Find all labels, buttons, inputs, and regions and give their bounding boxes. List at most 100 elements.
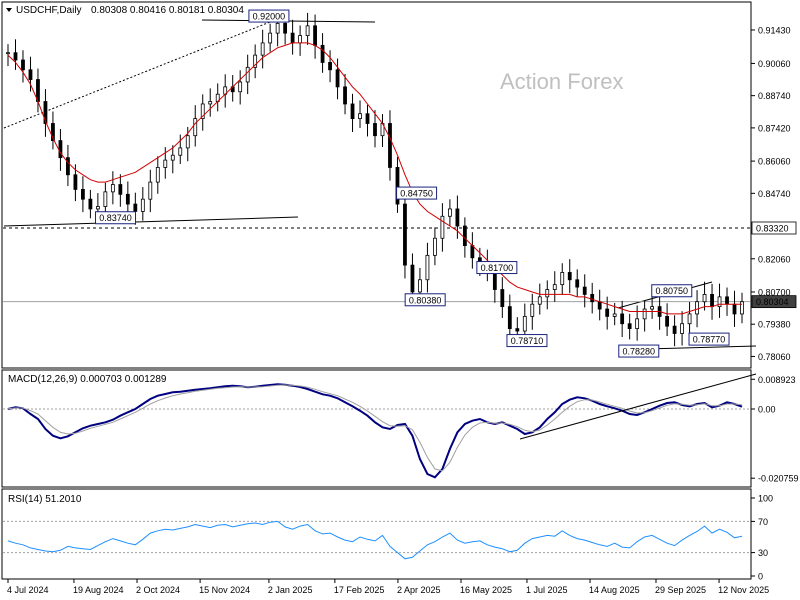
- rsi-axis: 100 70 30 0: [751, 494, 773, 582]
- rsi-label: RSI(14) 51.2010: [8, 494, 82, 505]
- candle-body: [470, 245, 475, 259]
- candle-body: [313, 25, 317, 46]
- candle-body: [462, 225, 467, 246]
- annotation-text: 0.78280: [623, 347, 656, 357]
- candle-body: [717, 296, 722, 308]
- time-tick-label: 14 Aug 2025: [589, 585, 640, 595]
- moving-average: [7, 42, 742, 315]
- candle-body: [238, 81, 243, 93]
- candle-body: [388, 123, 392, 168]
- rsi-line: [7, 520, 743, 560]
- candle-body: [103, 191, 108, 207]
- annotation-box: [506, 334, 548, 348]
- macd-axis: 0.008923 0.00 -0.020759: [751, 375, 799, 484]
- annotation-text: 0.92000: [253, 12, 286, 22]
- candle-body: [403, 203, 407, 266]
- candle-body: [522, 315, 527, 332]
- annotation-text: 0.80750: [655, 286, 688, 296]
- annotation-text: 0.81700: [481, 263, 514, 273]
- candle-body: [537, 296, 542, 305]
- candle-body: [440, 215, 445, 239]
- annotation-text: 0.78770: [693, 335, 726, 345]
- price-panel-frame: [1, 1, 752, 369]
- time-tick-label: 2 Jan 2025: [268, 585, 313, 595]
- candle-body: [28, 69, 33, 80]
- candle-body: [545, 289, 550, 298]
- time-tick-label: 17 Feb 2025: [334, 585, 385, 595]
- candle-body: [43, 101, 48, 124]
- candle-body: [80, 189, 85, 200]
- candle-body: [268, 32, 273, 44]
- candle-body: [118, 184, 123, 195]
- candle-body: [163, 159, 168, 168]
- price-annotation: 0.92000: [248, 9, 290, 23]
- time-tick-label: 1 Jul 2025: [526, 585, 568, 595]
- candle-body: [665, 315, 670, 327]
- price-grid: [3, 227, 750, 303]
- candle-body: [51, 123, 55, 141]
- candle-body: [260, 42, 265, 56]
- time-tick-label: 2 Oct 2024: [136, 585, 180, 595]
- candle-body: [305, 25, 310, 36]
- macd-tick-label: 0.00: [758, 405, 776, 415]
- candle-body: [530, 303, 535, 317]
- candle-body: [185, 135, 190, 149]
- candle-body: [66, 157, 70, 176]
- time-tick-label: 12 Nov 2025: [718, 585, 769, 595]
- price-annotation: 0.81700: [476, 261, 518, 275]
- time-tick-label: 19 Aug 2024: [73, 585, 124, 595]
- candle-body: [418, 279, 422, 293]
- macd-tick-label: -0.020759: [758, 474, 799, 484]
- candle-body: [140, 198, 145, 212]
- candle-body: [605, 308, 610, 317]
- macd-label: MACD(12,26,9) 0.000703 0.001289: [8, 374, 167, 385]
- candle-body: [425, 254, 430, 281]
- rsi-tick-label: 30: [758, 548, 768, 558]
- candle-body: [125, 193, 130, 205]
- support-trendline: [3, 216, 299, 227]
- price-tick-label: 0.90060: [758, 59, 791, 69]
- price-tag: 0.80304: [751, 295, 797, 309]
- candle-body: [6, 52, 10, 55]
- candle-body: [208, 101, 213, 105]
- candle-body: [320, 44, 325, 63]
- candle-body: [433, 237, 437, 256]
- price-tick-label: 0.82060: [758, 254, 791, 264]
- price-annotation: 0.78770: [688, 332, 730, 346]
- price-tick-label: 0.78060: [758, 352, 791, 362]
- candle-body: [275, 22, 280, 34]
- time-tick-label: 29 Sep 2025: [655, 585, 706, 595]
- macd-signal-line: [7, 384, 743, 472]
- price-annotation: 0.78280: [618, 344, 660, 358]
- ma-line: [7, 42, 742, 315]
- candle-body: [200, 103, 205, 120]
- candle-body: [155, 167, 160, 183]
- candle-body: [627, 323, 632, 329]
- macd-trendline: [519, 373, 757, 440]
- candle-body: [95, 206, 100, 210]
- candle-body: [358, 113, 362, 120]
- candle-body: [687, 313, 692, 325]
- macd-lines: [7, 383, 743, 479]
- rsi-lines: [7, 520, 743, 560]
- symbol-label: USDCHF,Daily: [16, 5, 82, 16]
- candle-body: [515, 328, 520, 332]
- time-tick-label: 16 May 2025: [460, 585, 512, 595]
- rsi-panel-frame: [1, 488, 752, 580]
- tag-text: 0.83320: [756, 223, 789, 233]
- candle-body: [635, 318, 640, 329]
- candle-body: [642, 308, 647, 320]
- time-tick-label: 15 Nov 2024: [199, 585, 250, 595]
- candle-body: [650, 306, 655, 310]
- price-annotation: 0.83740: [95, 211, 137, 225]
- candle-body: [283, 22, 288, 34]
- macd-panel-frame: [1, 369, 752, 488]
- candle-body: [328, 62, 332, 71]
- candle-body: [298, 35, 303, 44]
- candle-body: [365, 113, 370, 124]
- collapse-triangle-icon[interactable]: [6, 8, 12, 12]
- price-annotations: 0.92000 0.83740 0.84750 0.80380 0.81700 0.787…: [95, 9, 730, 358]
- candle-body: [695, 301, 699, 315]
- candle-body: [253, 54, 258, 68]
